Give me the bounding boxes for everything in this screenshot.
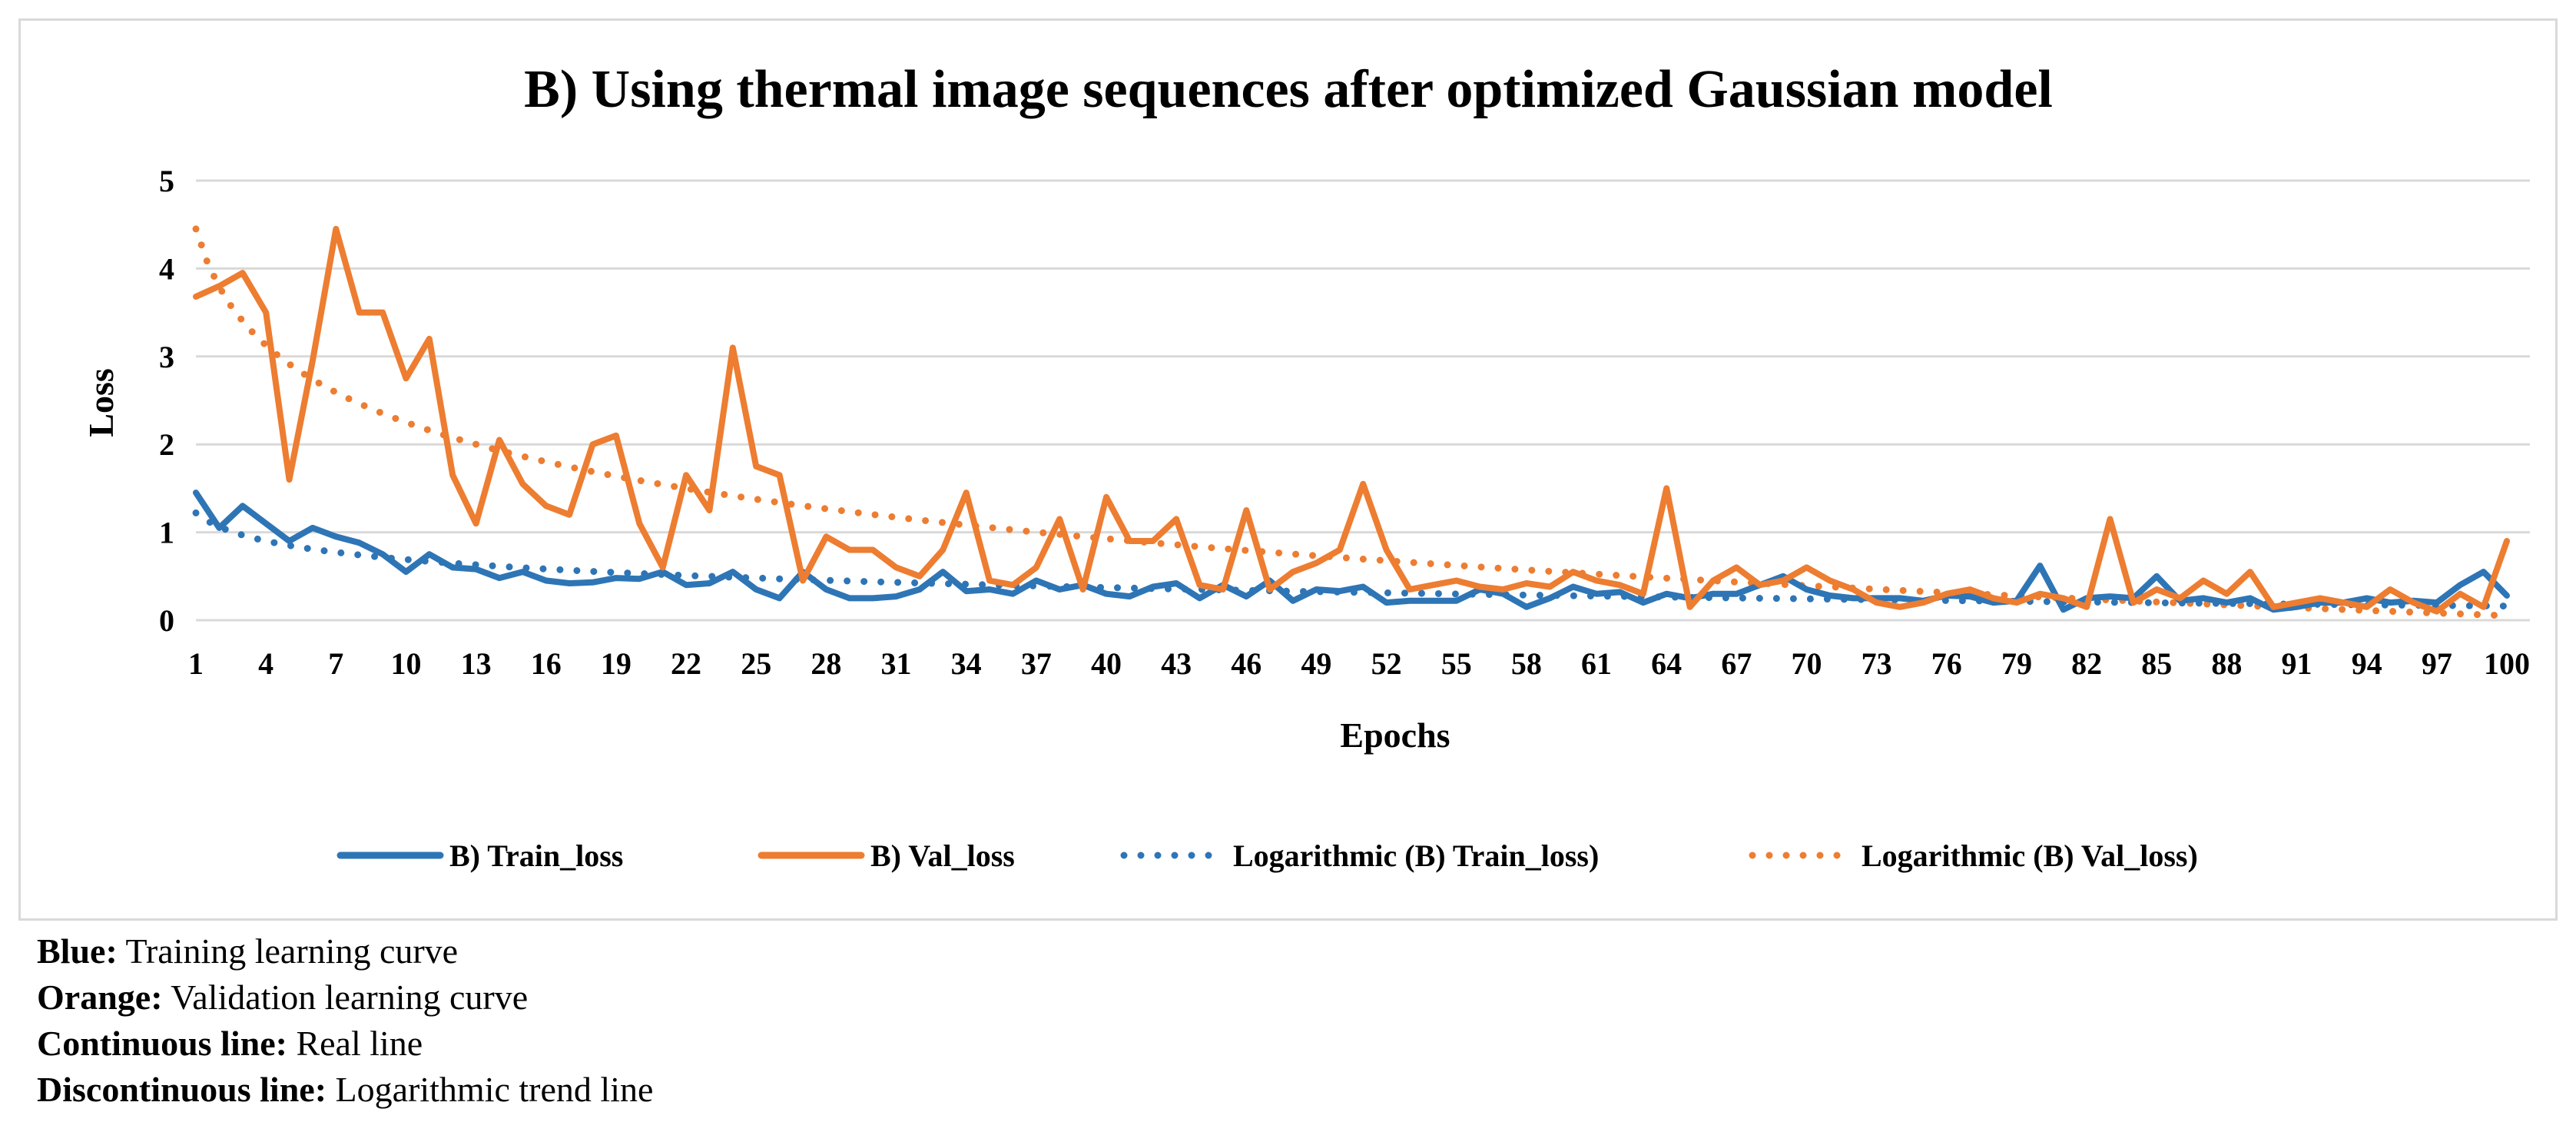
x-tick-label: 22 — [671, 646, 701, 681]
plot-area — [192, 225, 2511, 619]
gridlines — [196, 179, 2530, 622]
x-tick-label: 97 — [2422, 646, 2452, 681]
x-tick-label: 70 — [1791, 646, 1822, 681]
chart-title: B) Using thermal image sequences after o… — [524, 60, 2053, 119]
x-tick-label: 58 — [1511, 646, 1542, 681]
note-text: Real line — [287, 1024, 423, 1063]
x-tick-label: 73 — [1862, 646, 1892, 681]
x-tick-label: 52 — [1371, 646, 1402, 681]
legend-label: B) Train_loss — [449, 838, 623, 873]
x-tick-label: 64 — [1651, 646, 1682, 681]
trendline-train — [192, 509, 2511, 610]
x-tick-label: 91 — [2282, 646, 2312, 681]
x-tick-label: 46 — [1231, 646, 1261, 681]
note-line: Blue: Training learning curve — [37, 928, 653, 974]
x-axis-ticks: 1 4 7 10 13 16 19 22 25 28 31 34 37 40 43 46 49 52 55 58 61 6… — [188, 646, 2530, 681]
y-tick-label: 0 — [159, 603, 174, 638]
y-tick-label: 4 — [159, 251, 174, 286]
x-tick-label: 67 — [1721, 646, 1752, 681]
x-tick-label: 100 — [2484, 646, 2530, 681]
x-tick-label: 28 — [811, 646, 841, 681]
x-tick-label: 34 — [951, 646, 982, 681]
note-text: Training learning curve — [117, 931, 459, 971]
x-tick-label: 31 — [881, 646, 912, 681]
x-tick-label: 40 — [1091, 646, 1122, 681]
series-line-train-loss — [193, 490, 2510, 613]
x-tick-label: 10 — [390, 646, 421, 681]
notes: Blue: Training learning curve Orange: Val… — [37, 928, 653, 1113]
legend-label: Logarithmic (B) Train_loss) — [1233, 838, 1599, 873]
note-text: Logarithmic trend line — [327, 1070, 654, 1109]
x-tick-label: 7 — [328, 646, 343, 681]
x-tick-label: 49 — [1301, 646, 1331, 681]
chart-svg: B) Using thermal image sequences after o… — [81, 60, 2530, 873]
y-tick-label: 3 — [159, 340, 174, 374]
x-axis-title: Epochs — [1340, 715, 1450, 755]
x-tick-label: 85 — [2141, 646, 2172, 681]
note-label: Continuous line: — [37, 1024, 287, 1063]
note-line: Discontinuous line: Logarithmic trend li… — [37, 1067, 653, 1113]
x-tick-label: 76 — [1931, 646, 1962, 681]
legend-label: Logarithmic (B) Val_loss) — [1862, 838, 2198, 873]
series-line-val-loss — [193, 225, 2510, 615]
note-line: Orange: Validation learning curve — [37, 974, 653, 1021]
y-tick-label: 1 — [159, 516, 174, 550]
legend: B) Train_loss B) Val_loss Logarithmic (B) … — [337, 838, 2198, 873]
note-text: Validation learning curve — [162, 978, 529, 1017]
legend-label: B) Val_loss — [870, 838, 1015, 873]
x-tick-label: 82 — [2071, 646, 2102, 681]
y-axis-title: Loss — [81, 368, 121, 437]
y-tick-label: 5 — [159, 164, 174, 198]
x-tick-label: 13 — [461, 646, 492, 681]
note-label: Blue: — [37, 931, 118, 971]
x-tick-label: 25 — [741, 646, 771, 681]
x-tick-label: 94 — [2352, 646, 2382, 681]
x-tick-label: 4 — [258, 646, 274, 681]
x-tick-label: 43 — [1161, 646, 1192, 681]
note-label: Orange: — [37, 978, 163, 1017]
x-tick-label: 16 — [531, 646, 562, 681]
x-tick-label: 79 — [2001, 646, 2032, 681]
x-tick-label: 88 — [2211, 646, 2242, 681]
x-tick-label: 37 — [1021, 646, 1052, 681]
trendline-val — [192, 225, 2511, 619]
x-tick-label: 61 — [1581, 646, 1612, 681]
x-tick-label: 1 — [188, 646, 204, 681]
chart-frame: B) Using thermal image sequences after o… — [18, 18, 2558, 921]
y-tick-label: 2 — [159, 427, 174, 462]
note-line: Continuous line: Real line — [37, 1021, 653, 1067]
x-tick-label: 55 — [1441, 646, 1472, 681]
x-tick-label: 19 — [601, 646, 632, 681]
y-axis-ticks: 0 1 2 3 4 5 — [159, 164, 174, 638]
note-label: Discontinuous line: — [37, 1070, 327, 1109]
